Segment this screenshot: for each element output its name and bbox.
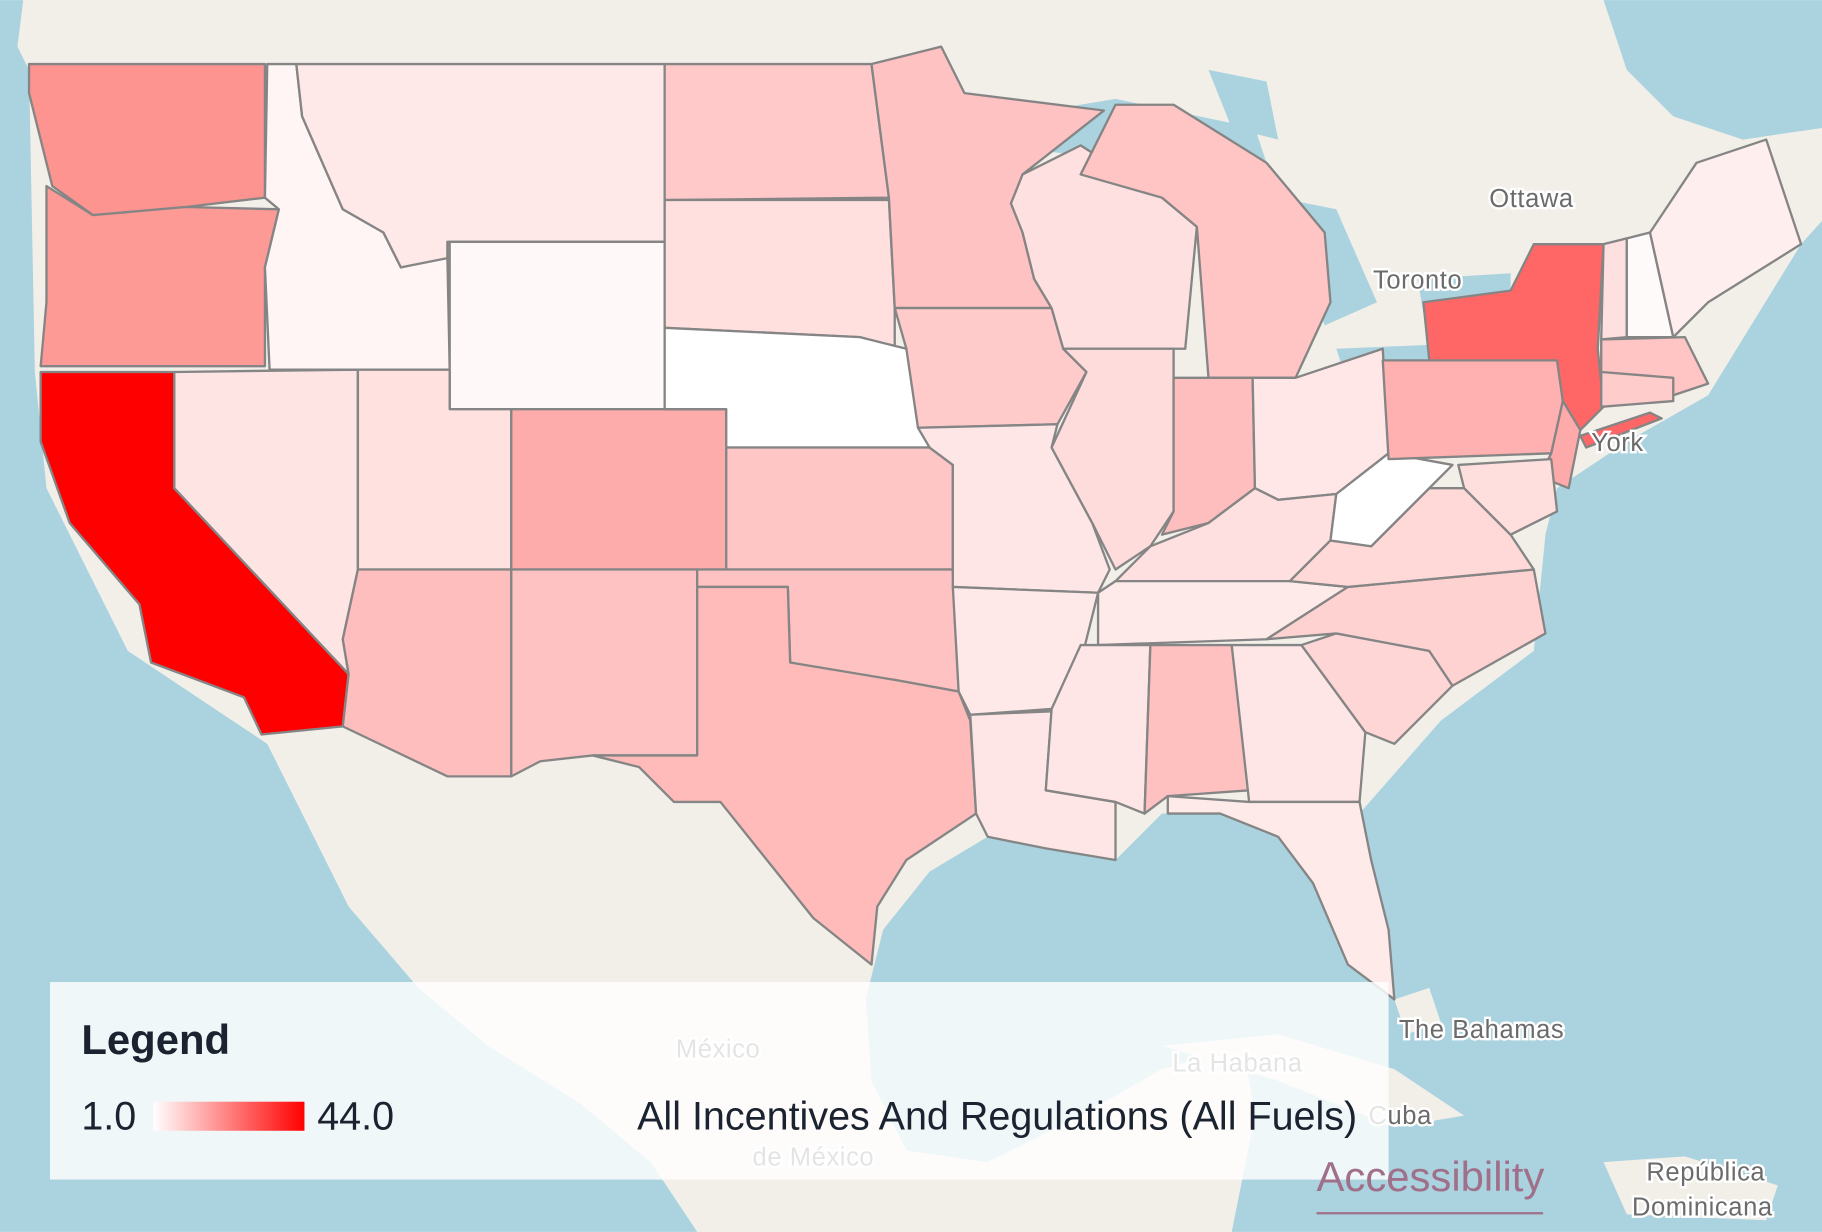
state (39, 184, 281, 368)
legend-min: 1.0 (81, 1095, 136, 1139)
state (510, 408, 728, 571)
legend-gradient (153, 1101, 305, 1131)
states (27, 45, 1803, 1001)
state (1329, 452, 1454, 548)
legend-panel (49, 982, 1389, 1180)
state (1230, 643, 1367, 804)
state (1579, 411, 1663, 449)
map-label: Toronto (1373, 266, 1462, 294)
state (1079, 103, 1332, 379)
state (663, 62, 891, 202)
map-label: York (1591, 429, 1644, 457)
map-label: Ottawa (1489, 185, 1574, 213)
map-label: República (1646, 1159, 1765, 1187)
state (663, 198, 896, 350)
map-label: The Bahamas (1399, 1016, 1564, 1044)
state (448, 240, 666, 411)
state (725, 446, 954, 571)
state (27, 62, 267, 217)
state (1600, 335, 1710, 397)
state (1457, 457, 1559, 536)
state (1600, 370, 1675, 409)
accessibility-link[interactable]: Accessibility (1317, 1153, 1545, 1200)
legend-layer: All Incentives And Regulations (All Fuel… (637, 1095, 1357, 1139)
state (510, 568, 699, 778)
map-label: Dominicana (1632, 1194, 1773, 1222)
state (1381, 359, 1565, 461)
legend-title: Legend (81, 1016, 230, 1063)
state (591, 585, 978, 966)
legend-max: 44.0 (317, 1095, 394, 1139)
state (1143, 643, 1251, 815)
state (1600, 237, 1628, 341)
